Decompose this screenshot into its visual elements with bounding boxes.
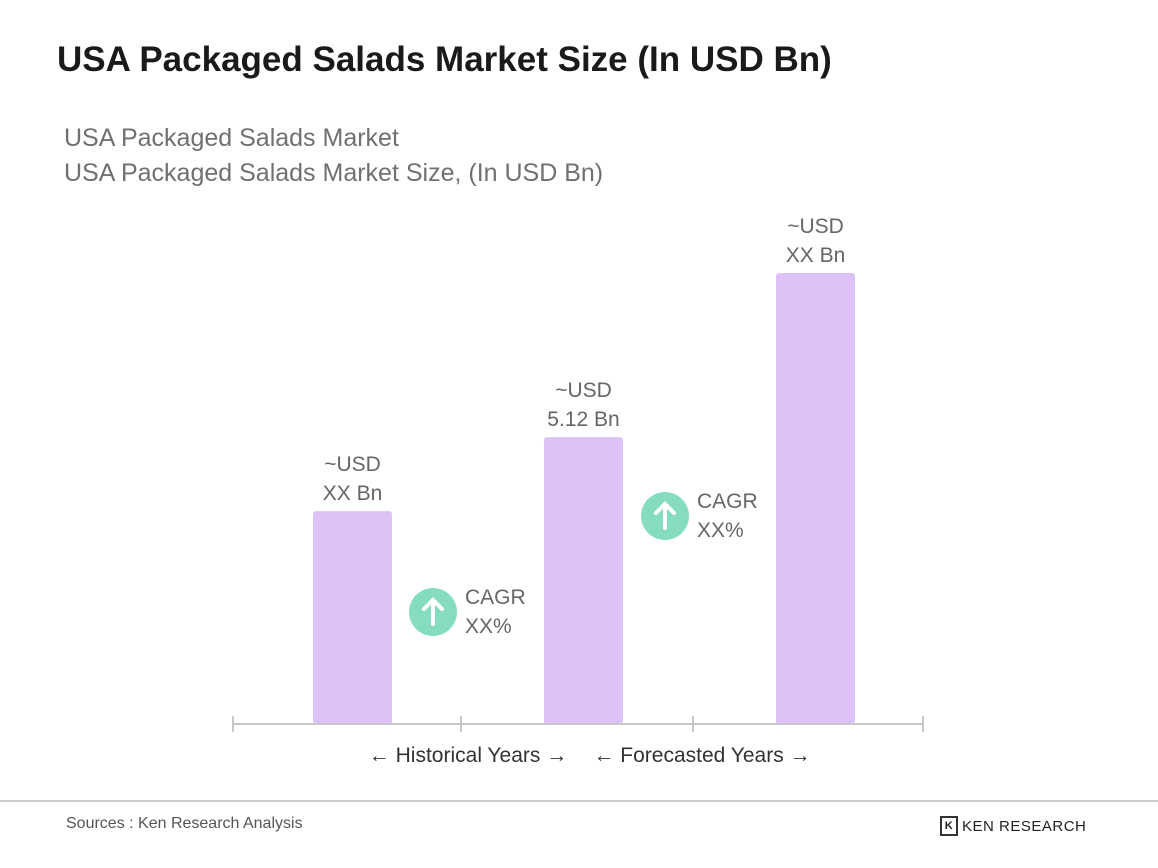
data-label: ~USD (555, 379, 612, 402)
data-label: ~USD (787, 215, 844, 238)
bar (544, 437, 623, 724)
brand-name: KEN RESEARCH (962, 817, 1087, 835)
data-label: ~USD (324, 453, 381, 476)
period-label: ← Forecasted Years → (593, 744, 810, 767)
chart-subtitle-2: USA Packaged Salads Market Size, (In USD… (64, 159, 604, 187)
bar (313, 511, 392, 724)
arrow-up-glyph (654, 501, 676, 530)
chart-subtitle: USA Packaged Salads Market (64, 124, 399, 152)
cagr-label: CAGR (465, 586, 526, 609)
data-label: XX Bn (786, 244, 846, 267)
footer-divider (0, 800, 1158, 802)
period-label: ← Historical Years → (369, 744, 567, 767)
chart: ~USD XX Bn ~USD 5.12 Bn ~USD XX Bn CAGR XX% CAGR… (232, 215, 924, 767)
data-label: 5.12 Bn (547, 408, 619, 431)
cagr-label: CAGR (697, 490, 758, 513)
brand-logo: K KEN RESEARCH (940, 816, 1086, 836)
arrow-up-glyph (422, 597, 444, 626)
cagr-label: XX% (697, 519, 744, 542)
source-note: Sources : Ken Research Analysis (66, 815, 303, 832)
cagr-label: XX% (465, 615, 512, 638)
data-label: XX Bn (323, 482, 383, 505)
bar (776, 273, 855, 724)
logo-icon: K (940, 816, 958, 836)
chart-title: USA Packaged Salads Market Size (In USD … (57, 40, 832, 79)
